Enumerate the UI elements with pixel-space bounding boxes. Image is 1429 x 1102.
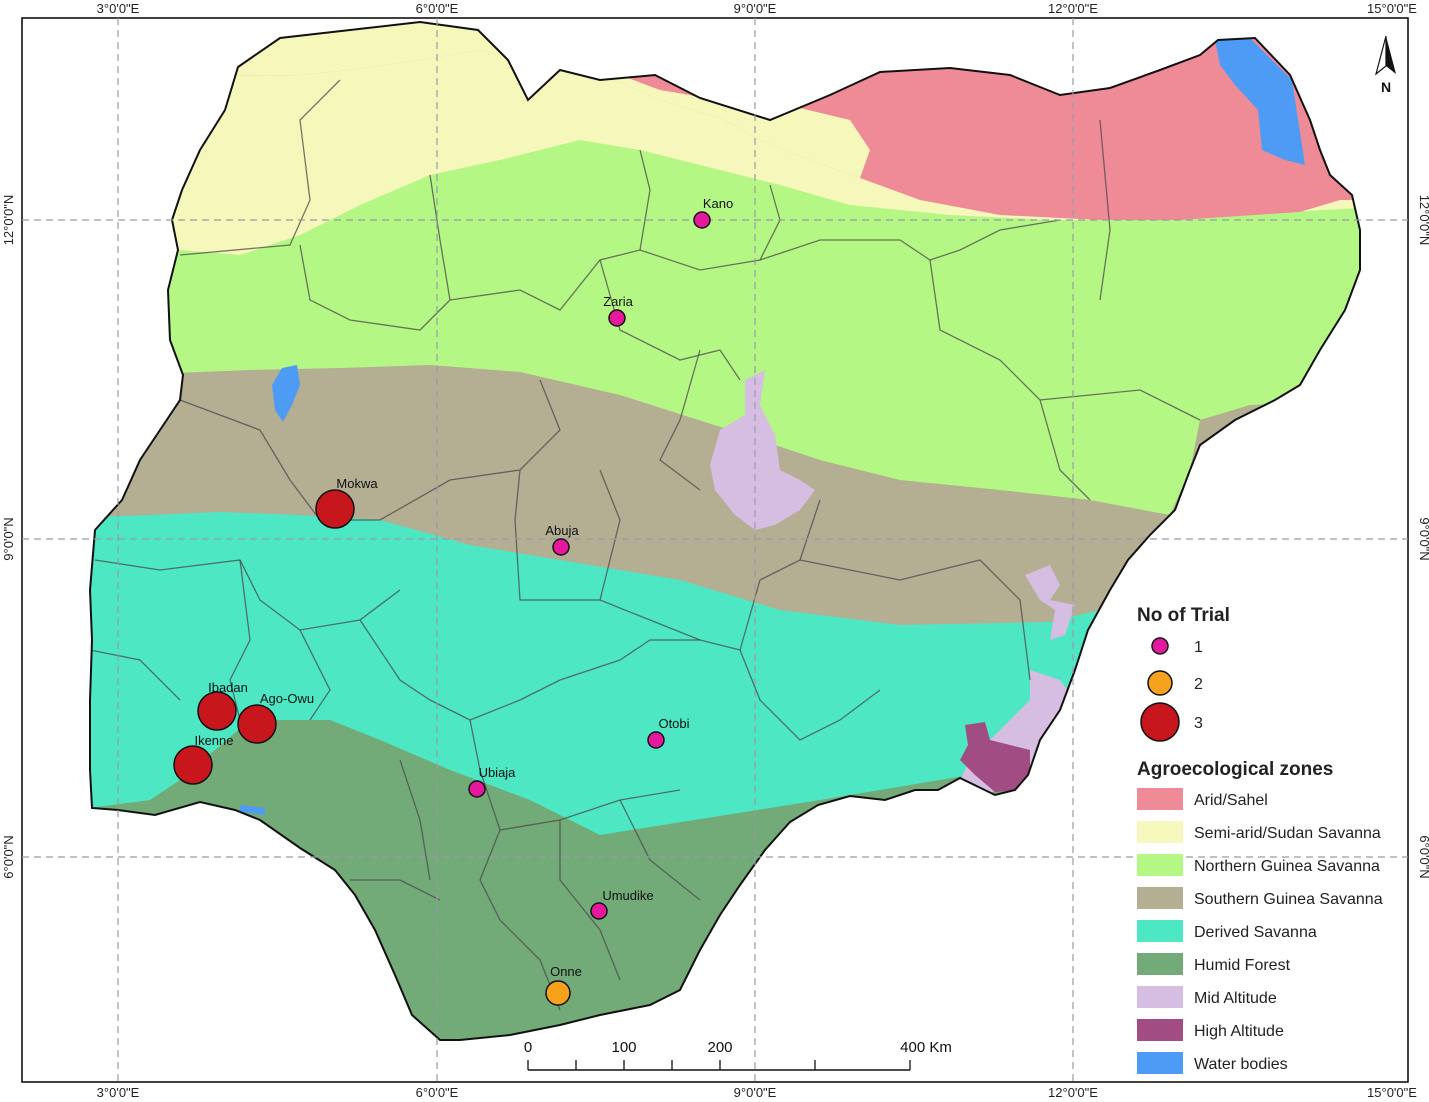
- site-label-zaria: Zaria: [603, 294, 633, 309]
- site-marker-zaria: [608, 309, 626, 327]
- site-marker-ubiaja: [468, 780, 486, 798]
- trial-legend-symbol: [1147, 670, 1173, 696]
- north-arrow-label: N: [1381, 79, 1391, 95]
- lat-tick-label-right: 6°0'0"N: [1417, 835, 1429, 878]
- trial-sites: Kano Zaria Mokwa Abuja Ibadan Ago-Owu Ikenne Ot…: [173, 196, 733, 1006]
- scale-bar-label: 200: [707, 1039, 732, 1056]
- site-label-kano: Kano: [703, 196, 733, 211]
- zone-legend-swatch: [1137, 986, 1183, 1008]
- zone-legend-label: Derived Savanna: [1194, 924, 1317, 941]
- site-marker-onne: [545, 980, 571, 1006]
- zone-high-altitude: [960, 722, 1030, 792]
- zone-legend-swatch: [1137, 854, 1183, 876]
- zone-legend-label: Water bodies: [1194, 1056, 1288, 1073]
- site-label-ubiaja: Ubiaja: [479, 765, 517, 780]
- site-marker-abuja: [552, 538, 570, 556]
- scale-bar-label: 0: [524, 1039, 532, 1056]
- site-marker-umudike: [590, 902, 608, 920]
- zone-legend-label: Semi-arid/Sudan Savanna: [1194, 825, 1381, 842]
- country-outline: [88, 20, 1361, 1041]
- lon-tick-label-bottom: 12°0'0"E: [1048, 1085, 1098, 1100]
- trial-legend-label: 3: [1194, 715, 1203, 732]
- site-label-mokwa: Mokwa: [336, 476, 378, 491]
- site-marker-otobi: [647, 731, 665, 749]
- lon-tick-label-top: 6°0'0"E: [416, 1, 459, 16]
- zone-legend-swatch: [1137, 953, 1183, 975]
- lon-tick-label-bottom: 9°0'0"E: [734, 1085, 777, 1100]
- lat-tick-label-right: 12°0'0"N: [1417, 195, 1429, 246]
- lon-tick-label-bottom: 15°0'0"E: [1367, 1085, 1417, 1100]
- lon-tick-label-bottom: 6°0'0"E: [416, 1085, 459, 1100]
- zone-legend-swatch: [1137, 821, 1183, 843]
- zone-legend-label: Arid/Sahel: [1194, 792, 1268, 809]
- zone-legend-swatch: [1137, 920, 1183, 942]
- zone-legend-label: High Altitude: [1194, 1023, 1284, 1040]
- site-marker-kano: [693, 211, 711, 229]
- site-marker-ikenne: [173, 745, 213, 785]
- site-label-ibadan: Ibadan: [208, 680, 248, 695]
- site-label-onne: Onne: [550, 964, 582, 979]
- legend: No of Trial 1 2 3 Agroecological zones Arid/S…: [1137, 605, 1383, 1074]
- lon-tick-label-top: 15°0'0"E: [1367, 1, 1417, 16]
- trial-legend-label: 1: [1194, 639, 1203, 656]
- site-marker-ibadan: [197, 691, 237, 731]
- lat-tick-label-left: 9°0'0"N: [1, 517, 16, 560]
- site-label-ikenne: Ikenne: [194, 733, 233, 748]
- site-label-otobi: Otobi: [658, 716, 689, 731]
- lon-tick-label-top: 12°0'0"E: [1048, 1, 1098, 16]
- map-frame: [21, 17, 1409, 1083]
- zone-mid-altitude-jos: [710, 370, 815, 530]
- site-marker-ago-owu: [237, 704, 277, 744]
- zone-legend-label: Mid Altitude: [1194, 990, 1277, 1007]
- water-lake-chad: [1215, 38, 1305, 165]
- site-label-umudike: Umudike: [602, 888, 653, 903]
- zone-semi-arid-patch: [230, 22, 870, 178]
- north-arrow: N: [1374, 35, 1396, 95]
- zone-mid-altitude-east-1: [1025, 565, 1075, 640]
- zone-legend-label: Southern Guinea Savanna: [1194, 891, 1383, 908]
- zone-legend-label: Humid Forest: [1194, 957, 1291, 974]
- scale-bar-label: 400 Km: [900, 1039, 952, 1056]
- zone-legend-swatch: [1137, 887, 1183, 909]
- water-lagoon: [240, 805, 265, 815]
- trial-legend-symbol: [1140, 702, 1180, 742]
- zone-legend-title: Agroecological zones: [1137, 759, 1333, 780]
- scale-bar: 0 100 200 400 Km: [524, 1039, 952, 1071]
- lon-tick-label-top: 9°0'0"E: [734, 1, 777, 16]
- site-marker-mokwa: [315, 489, 355, 529]
- zone-legend-swatch: [1137, 788, 1183, 810]
- site-label-abuja: Abuja: [545, 523, 579, 538]
- trial-legend-symbol: [1151, 637, 1169, 655]
- trial-legend-label: 2: [1194, 676, 1203, 693]
- trial-legend-title: No of Trial: [1137, 605, 1230, 626]
- zone-legend-swatch: [1137, 1019, 1183, 1041]
- lon-tick-label-top: 3°0'0"E: [97, 1, 140, 16]
- lat-tick-label-left: 12°0'0"N: [1, 195, 16, 246]
- zone-legend-label: Northern Guinea Savanna: [1194, 858, 1380, 875]
- lon-tick-label-bottom: 3°0'0"E: [97, 1085, 140, 1100]
- scale-bar-label: 100: [611, 1039, 636, 1056]
- zone-legend-swatch: [1137, 1052, 1183, 1074]
- lat-tick-label-left: 6°0'0"N: [1, 835, 16, 878]
- water-kainji-lake: [272, 365, 300, 422]
- site-label-ago-owu: Ago-Owu: [260, 691, 314, 706]
- lat-tick-label-right: 9°0'0"N: [1417, 517, 1429, 560]
